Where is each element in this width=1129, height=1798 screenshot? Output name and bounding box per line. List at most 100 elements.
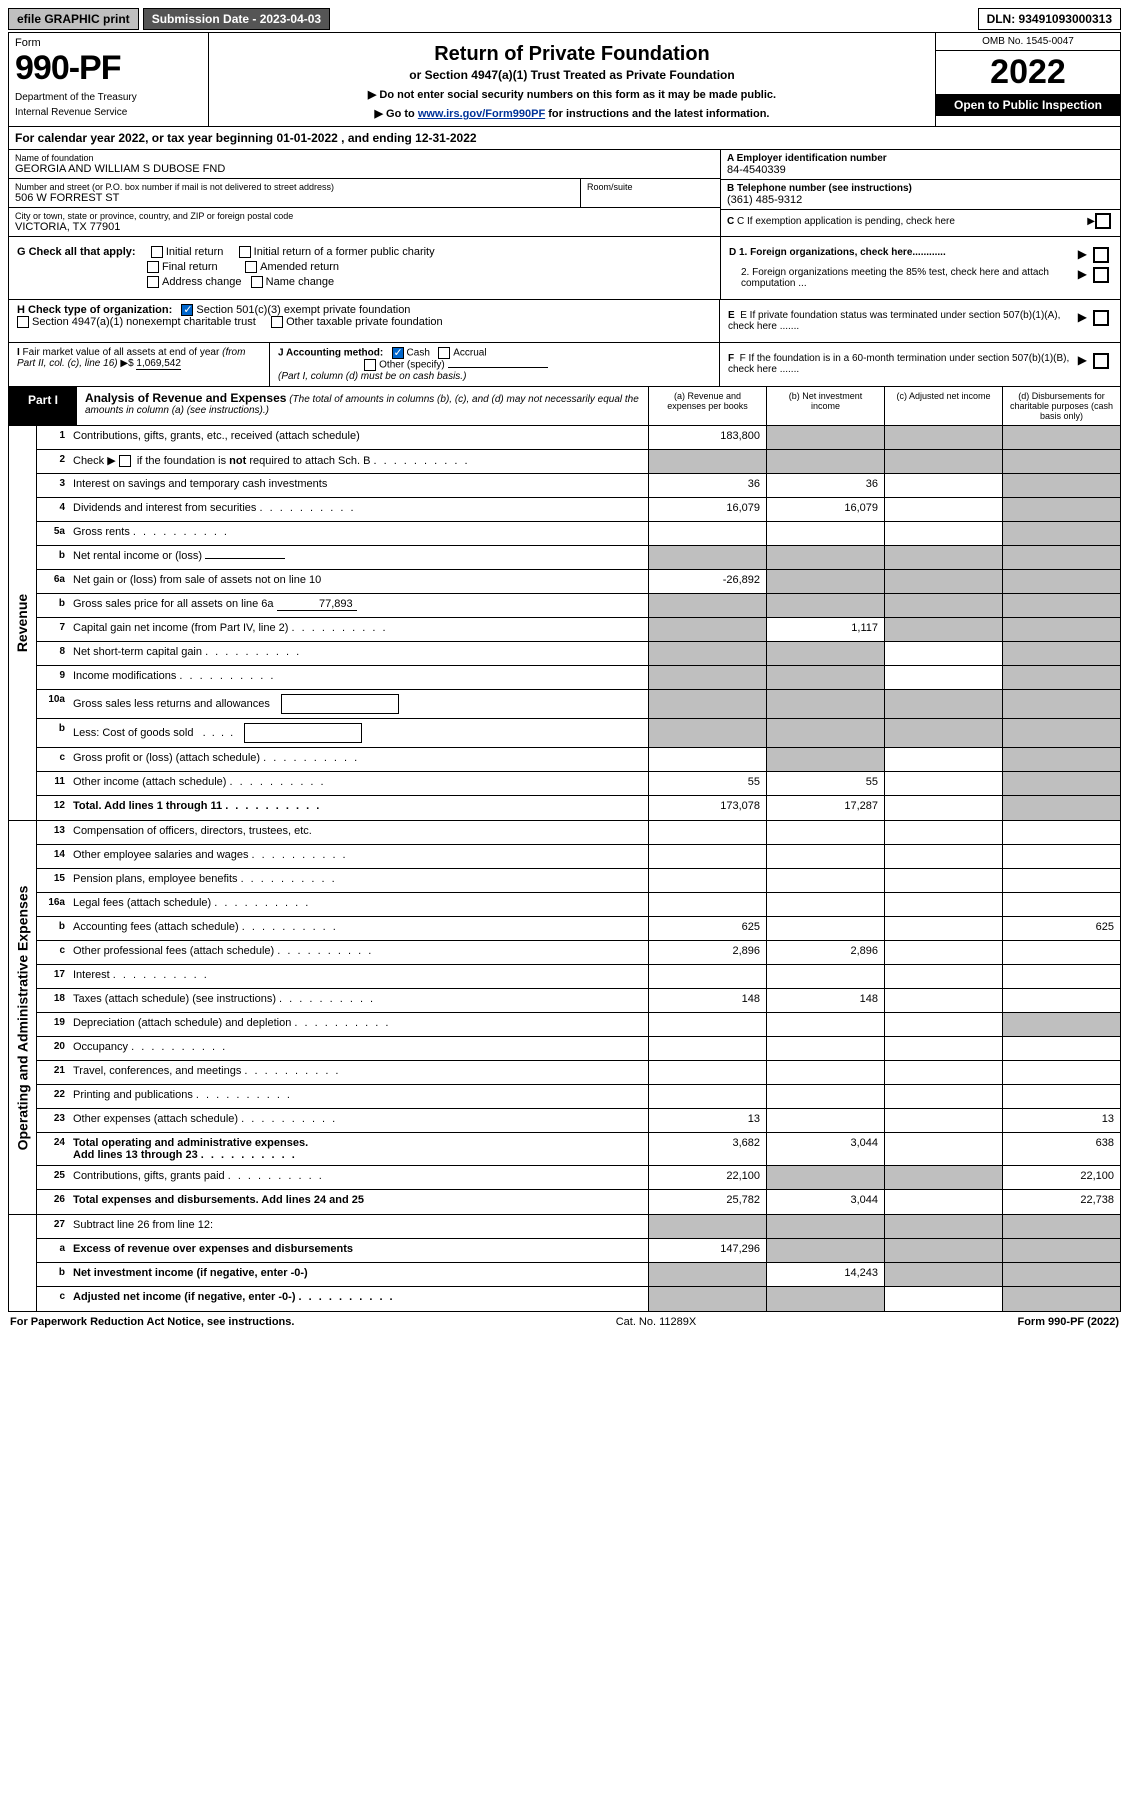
- e-section: E E If private foundation status was ter…: [720, 300, 1120, 342]
- col-b-header: (b) Net investment income: [766, 387, 884, 425]
- identification-block: Name of foundation GEORGIA AND WILLIAM S…: [8, 150, 1121, 237]
- g-d-block: G Check all that apply: Initial return I…: [8, 237, 1121, 300]
- row-16b: bAccounting fees (attach schedule) 62562…: [37, 917, 1120, 941]
- form-title: Return of Private Foundation: [217, 43, 927, 66]
- ij-f-block: I Fair market value of all assets at end…: [8, 343, 1121, 387]
- amended-return-checkbox[interactable]: [245, 261, 257, 273]
- dept-label: Department of the Treasury: [15, 92, 202, 103]
- foundation-name-cell: Name of foundation GEORGIA AND WILLIAM S…: [9, 150, 720, 179]
- foreign-85-checkbox[interactable]: [1093, 267, 1109, 283]
- row-20: 20Occupancy: [37, 1037, 1120, 1061]
- exemption-checkbox[interactable]: [1095, 213, 1111, 229]
- form-header: Form 990-PF Department of the Treasury I…: [8, 32, 1121, 127]
- cash-checkbox[interactable]: [392, 347, 404, 359]
- row-8: 8Net short-term capital gain: [37, 642, 1120, 666]
- page-footer: For Paperwork Reduction Act Notice, see …: [8, 1312, 1121, 1332]
- row-26: 26Total expenses and disbursements. Add …: [37, 1190, 1120, 1214]
- row-14: 14Other employee salaries and wages: [37, 845, 1120, 869]
- name-change-checkbox[interactable]: [251, 276, 263, 288]
- calendar-year-line: For calendar year 2022, or tax year begi…: [8, 127, 1121, 150]
- 60-month-checkbox[interactable]: [1093, 353, 1109, 369]
- h-section: H Check type of organization: Section 50…: [9, 300, 720, 342]
- row-25: 25Contributions, gifts, grants paid 22,1…: [37, 1166, 1120, 1190]
- row-5b: bNet rental income or (loss): [37, 546, 1120, 570]
- row-11: 11Other income (attach schedule) 5555: [37, 772, 1120, 796]
- row-10c: cGross profit or (loss) (attach schedule…: [37, 748, 1120, 772]
- form-footer-label: Form 990-PF (2022): [1017, 1316, 1119, 1328]
- row-23: 23Other expenses (attach schedule) 1313: [37, 1109, 1120, 1133]
- other-taxable-checkbox[interactable]: [271, 316, 283, 328]
- row-21: 21Travel, conferences, and meetings: [37, 1061, 1120, 1085]
- form-subtitle: or Section 4947(a)(1) Trust Treated as P…: [217, 68, 927, 82]
- fmv-value: 1,069,542: [136, 358, 181, 370]
- other-method-checkbox[interactable]: [364, 359, 376, 371]
- initial-former-checkbox[interactable]: [239, 246, 251, 258]
- tax-year: 2022: [936, 51, 1120, 94]
- row-4: 4Dividends and interest from securities …: [37, 498, 1120, 522]
- row-16c: cOther professional fees (attach schedul…: [37, 941, 1120, 965]
- form-id-block: Form 990-PF Department of the Treasury I…: [9, 33, 209, 126]
- terminated-checkbox[interactable]: [1093, 310, 1109, 326]
- row-18: 18Taxes (attach schedule) (see instructi…: [37, 989, 1120, 1013]
- form-title-block: Return of Private Foundation or Section …: [209, 33, 935, 126]
- g-section: G Check all that apply: Initial return I…: [9, 237, 720, 299]
- row-27a: aExcess of revenue over expenses and dis…: [37, 1239, 1120, 1263]
- top-toolbar: efile GRAPHIC print Submission Date - 20…: [8, 8, 1121, 30]
- row-24: 24Total operating and administrative exp…: [37, 1133, 1120, 1166]
- col-a-header: (a) Revenue and expenses per books: [648, 387, 766, 425]
- col-d-header: (d) Disbursements for charitable purpose…: [1002, 387, 1120, 425]
- row-10a: 10aGross sales less returns and allowanc…: [37, 690, 1120, 719]
- 501c3-checkbox[interactable]: [181, 304, 193, 316]
- expenses-side-label: Operating and Administrative Expenses: [9, 821, 37, 1214]
- irs-label: Internal Revenue Service: [15, 107, 202, 118]
- form-word: Form: [15, 37, 202, 49]
- f-section: F F If the foundation is in a 60-month t…: [720, 343, 1120, 386]
- row-2: 2Check ▶ if the foundation is not requir…: [37, 450, 1120, 474]
- revenue-section: Revenue 1Contributions, gifts, grants, e…: [8, 426, 1121, 821]
- j-section: J Accounting method: Cash Accrual Other …: [269, 343, 719, 386]
- row-19: 19Depreciation (attach schedule) and dep…: [37, 1013, 1120, 1037]
- paperwork-notice: For Paperwork Reduction Act Notice, see …: [10, 1316, 294, 1328]
- row-6a: 6aNet gain or (loss) from sale of assets…: [37, 570, 1120, 594]
- i-section: I Fair market value of all assets at end…: [9, 343, 269, 386]
- row-27b: bNet investment income (if negative, ent…: [37, 1263, 1120, 1287]
- final-return-checkbox[interactable]: [147, 261, 159, 273]
- part1-header: Part I Analysis of Revenue and Expenses …: [8, 387, 1121, 426]
- submission-date-label: Submission Date - 2023-04-03: [143, 8, 330, 30]
- line27-section: 27Subtract line 26 from line 12: aExcess…: [8, 1215, 1121, 1312]
- open-inspection-label: Open to Public Inspection: [936, 94, 1120, 116]
- efile-print-button[interactable]: efile GRAPHIC print: [8, 8, 139, 30]
- form990pf-link[interactable]: www.irs.gov/Form990PF: [418, 108, 545, 120]
- col-c-header: (c) Adjusted net income: [884, 387, 1002, 425]
- row-10b: bLess: Cost of goods sold . . . .: [37, 719, 1120, 748]
- initial-return-checkbox[interactable]: [151, 246, 163, 258]
- dln-label: DLN: 93491093000313: [978, 8, 1121, 30]
- row-7: 7Capital gain net income (from Part IV, …: [37, 618, 1120, 642]
- row-27c: cAdjusted net income (if negative, enter…: [37, 1287, 1120, 1311]
- row-9: 9Income modifications: [37, 666, 1120, 690]
- form-number: 990-PF: [15, 49, 202, 88]
- 4947-checkbox[interactable]: [17, 316, 29, 328]
- row-13: 13Compensation of officers, directors, t…: [37, 821, 1120, 845]
- schb-checkbox[interactable]: [119, 455, 131, 467]
- row-15: 15Pension plans, employee benefits: [37, 869, 1120, 893]
- part1-label: Part I: [9, 387, 77, 425]
- room-suite-cell: Room/suite: [580, 179, 720, 207]
- cat-number: Cat. No. 11289X: [616, 1316, 697, 1328]
- address-cell: Number and street (or P.O. box number if…: [9, 179, 580, 207]
- ein-cell: A Employer identification number 84-4540…: [721, 150, 1120, 180]
- row-1: 1Contributions, gifts, grants, etc., rec…: [37, 426, 1120, 450]
- expenses-section: Operating and Administrative Expenses 13…: [8, 821, 1121, 1215]
- row-6b: bGross sales price for all assets on lin…: [37, 594, 1120, 618]
- phone-cell: B Telephone number (see instructions) (3…: [721, 180, 1120, 210]
- part1-desc: Analysis of Revenue and Expenses (The to…: [77, 387, 648, 425]
- h-e-block: H Check type of organization: Section 50…: [8, 300, 1121, 343]
- instr-2: ▶ Go to www.irs.gov/Form990PF for instru…: [217, 107, 927, 120]
- address-change-checkbox[interactable]: [147, 276, 159, 288]
- accrual-checkbox[interactable]: [438, 347, 450, 359]
- row-17: 17Interest: [37, 965, 1120, 989]
- row-16a: 16aLegal fees (attach schedule): [37, 893, 1120, 917]
- foreign-org-checkbox[interactable]: [1093, 247, 1109, 263]
- d-section: D 1. Foreign organizations, check here..…: [720, 237, 1120, 299]
- row-12: 12Total. Add lines 1 through 11 173,0781…: [37, 796, 1120, 820]
